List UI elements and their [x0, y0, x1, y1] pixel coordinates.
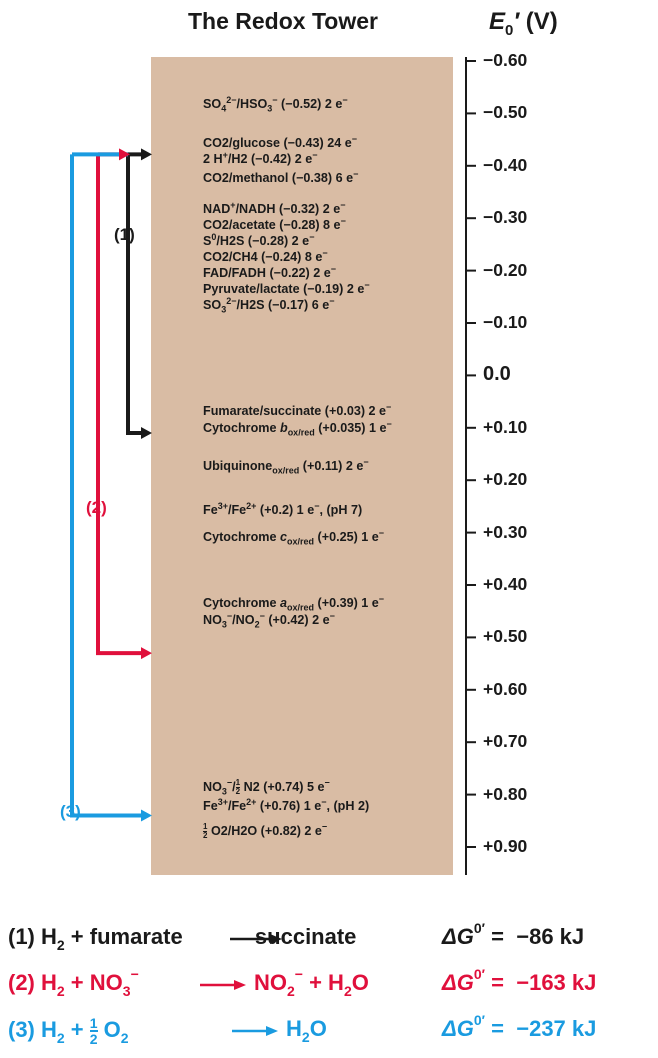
equation-2: (2) H2 + NO3−: [8, 966, 139, 999]
couple-cytochrome-b: Cytochrome box/red (+0.035) 1 e−: [203, 418, 392, 438]
axis-tick-label: +0.70: [483, 731, 528, 752]
axis-tick-label: −0.20: [483, 259, 528, 280]
couple-fumarate: Fumarate/succinate (+0.03) 2 e−: [203, 401, 392, 418]
axis-tick-label: +0.90: [483, 836, 528, 856]
equation-2-products: NO2− + H2O: [254, 966, 369, 999]
axis-tick-label: −0.50: [483, 102, 528, 123]
couple-nitrate-nitrogen: NO3−/1 2 N2 (+0.74) 5 e−: [203, 777, 330, 797]
axis-tick-label: −0.10: [483, 312, 528, 332]
couple-pyruvate: Pyruvate/lactate (−0.19) 2 e−: [203, 279, 370, 296]
couple-ubiquinone: Ubiquinoneox/red (+0.11) 2 e−: [203, 456, 369, 476]
couple-iron-ph2: Fe3+/Fe2+ (+0.76) 1 e−, (pH 2): [203, 796, 370, 813]
axis-label: E0′ (V): [489, 8, 558, 39]
couple-cytochrome-c: Cytochrome cox/red (+0.25) 1 e−: [203, 527, 385, 547]
diagram-title: The Redox Tower: [188, 8, 378, 34]
couple-nad: NAD+/NADH (−0.32) 2 e−: [203, 199, 346, 216]
couple-co2-methane: CO2/CH4 (−0.24) 8 e−: [203, 247, 328, 264]
origin-arrowhead: [119, 148, 130, 161]
pathway-1-arrowhead: [141, 427, 152, 440]
axis-tick-label: +0.10: [483, 416, 528, 437]
couple-nitrate-nitrite: NO3−/NO2− (+0.42) 2 e−: [203, 610, 335, 630]
pathway-2-arrowhead: [141, 647, 152, 660]
couple-iron-ph7: Fe3+/Fe2+ (+0.2) 1 e−, (pH 7): [203, 500, 363, 517]
axis-tick-label: −0.30: [483, 207, 528, 228]
axis-tick-label: +0.80: [483, 783, 528, 804]
couple-co2-methanol: CO2/methanol (−0.38) 6 e−: [203, 168, 359, 185]
pathway-1-line: [126, 152, 146, 436]
axis-tick-label: +0.50: [483, 626, 528, 647]
origin-arrowhead: [141, 148, 152, 161]
couple-co2-acetate: CO2/acetate (−0.28) 8 e−: [203, 215, 346, 232]
pathway-arrows: [70, 148, 152, 822]
axis-tick-label: +0.20: [483, 469, 528, 490]
axis-tick-label: +0.40: [483, 574, 528, 594]
pathway-3-label: (3): [60, 802, 81, 821]
axis-tick-label: +0.60: [483, 678, 528, 699]
couple-sulfur: S0/H2S (−0.28) 2 e−: [203, 231, 315, 248]
pathway-3-arrowhead: [141, 809, 152, 822]
axis-tick-label: −0.40: [483, 154, 528, 175]
couple-sulfite: SO32−/H2S (−0.17) 6 e−: [203, 295, 335, 315]
delta-g-2: ΔG0′ = −163 kJ: [442, 966, 597, 995]
couple-cytochrome-a: Cytochrome aox/red (+0.39) 1 e−: [203, 593, 385, 613]
couple-sulfate: SO42−/HSO3− (−0.52) 2 e−: [203, 94, 348, 114]
delta-g-1: ΔG0′ = −86 kJ: [442, 920, 585, 949]
pathway-3-line: [70, 152, 146, 818]
axis-tick-label: 0.0: [483, 363, 511, 386]
equation-3-products: H2O: [286, 1016, 327, 1045]
delta-g-3: ΔG0′ = −237 kJ: [442, 1012, 597, 1041]
couple-hydrogen: 2 H+/H2 (−0.42) 2 e−: [203, 149, 318, 166]
axis-tick-label: −0.60: [483, 50, 528, 70]
pathway-2-label: (2): [86, 498, 107, 517]
axis-tick-label: +0.30: [483, 521, 528, 542]
redox-tower-column: [151, 57, 453, 875]
equation-1: (1) H2 + fumarate succinate: [8, 924, 357, 953]
pathway-1-label: (1): [114, 225, 135, 244]
couple-co2-glucose: CO2/glucose (−0.43) 24 e−: [203, 133, 358, 150]
couple-fad: FAD/FADH (−0.22) 2 e−: [203, 263, 336, 280]
